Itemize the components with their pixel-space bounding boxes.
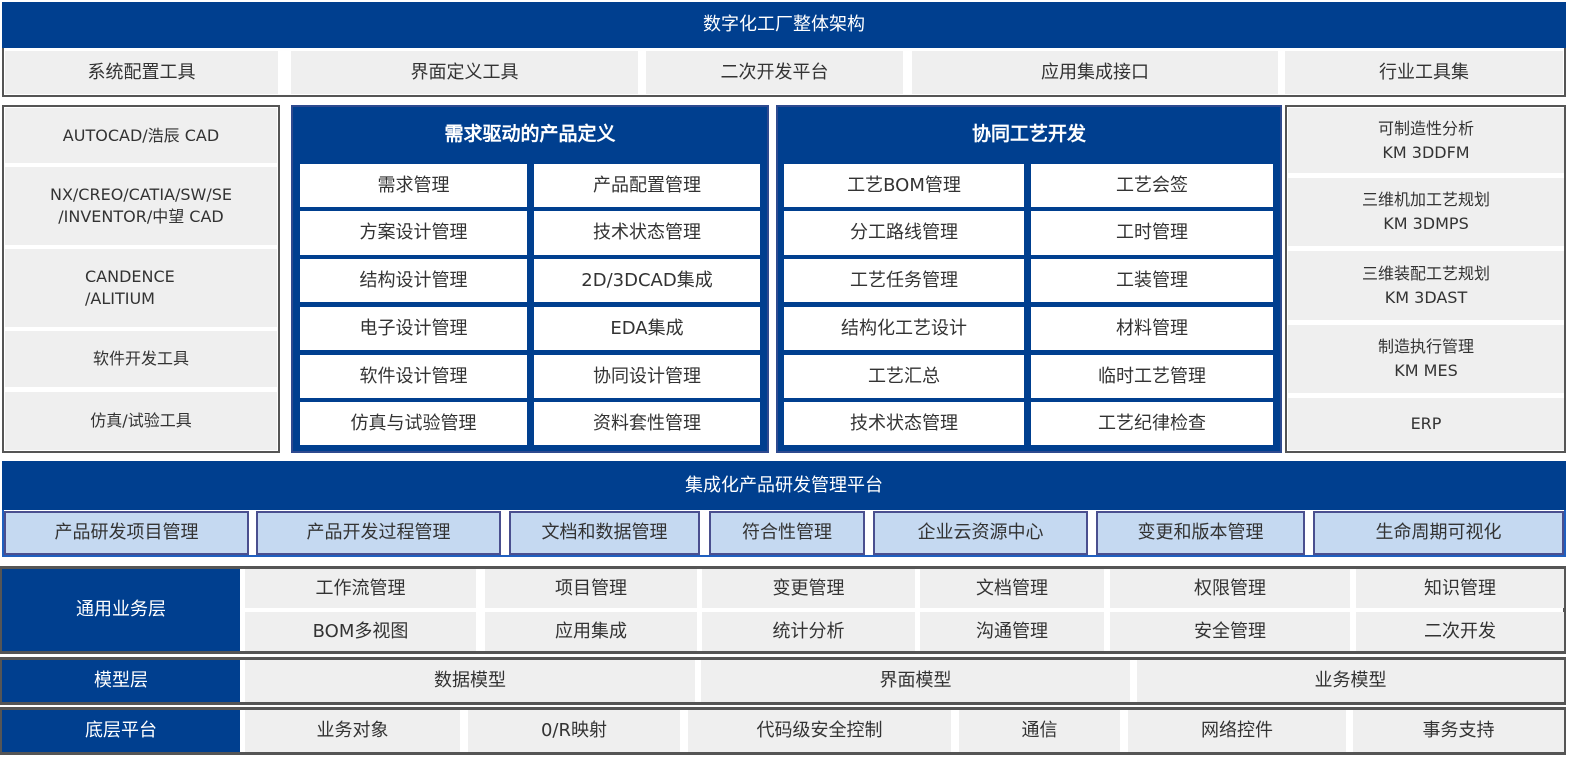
product_definition-item: 仿真与试验管理 xyxy=(300,402,527,445)
business_layer-label: 通用业务层 xyxy=(2,569,240,651)
product_definition-title: 需求驱动的产品定义 xyxy=(444,122,616,145)
tool-item: 界面定义工具 xyxy=(291,51,638,94)
process_development-item: 工艺任务管理 xyxy=(784,259,1024,302)
business_layer-item: 应用集成 xyxy=(485,612,697,651)
base_layer-item: 业务对象 xyxy=(245,710,460,752)
base_layer-item: 事务支持 xyxy=(1353,710,1564,752)
base_layer-item: 通信 xyxy=(959,710,1120,752)
model_layer-item: 业务模型 xyxy=(1137,660,1564,702)
product_definition-item: 协同设计管理 xyxy=(534,355,760,398)
process_development-item: 工艺BOM管理 xyxy=(784,164,1024,207)
business_layer-frame xyxy=(0,566,1566,654)
process_development-item: 结构化工艺设计 xyxy=(784,307,1024,350)
process_development-item: 工艺纪律检查 xyxy=(1031,402,1273,445)
product_definition-item: 方案设计管理 xyxy=(300,211,527,255)
process_development-item: 工艺汇总 xyxy=(784,355,1024,398)
product_definition-item: 软件设计管理 xyxy=(300,355,527,398)
product_definition-item: 结构设计管理 xyxy=(300,259,527,302)
business_layer-item: 变更管理 xyxy=(702,569,915,608)
product_definition-item: 技术状态管理 xyxy=(534,211,760,255)
tool-item: 系统配置工具 xyxy=(5,51,278,94)
base_layer-item: 网络控件 xyxy=(1128,710,1346,752)
base_layer-item: 0/R映射 xyxy=(468,710,680,752)
business_layer-item: 知识管理 xyxy=(1356,569,1564,608)
business_layer-item: 二次开发 xyxy=(1356,612,1564,651)
base_layer-item: 代码级安全控制 xyxy=(688,710,951,752)
left-tool-item: 软件开发工具 xyxy=(5,331,277,387)
platform-item: 产品开发过程管理 xyxy=(256,511,501,555)
process_development-title: 协同工艺开发 xyxy=(971,122,1086,145)
left-tool-item: CANDENCE /ALITIUM xyxy=(5,249,277,327)
platform-item: 文档和数据管理 xyxy=(509,511,700,555)
process_development-item: 材料管理 xyxy=(1031,307,1273,350)
platform-title: 集成化产品研发管理平台 xyxy=(2,461,1566,510)
left-tool-item: NX/CREO/CATIA/SW/SE /INVENTOR/中望 CAD xyxy=(5,167,277,245)
diagram-title: 数字化工厂整体架构 xyxy=(2,2,1566,48)
product_definition-item: 产品配置管理 xyxy=(534,164,760,207)
model_layer-label: 模型层 xyxy=(2,660,240,702)
base_layer-frame xyxy=(0,707,1566,755)
left-tool-item: AUTOCAD/浩辰 CAD xyxy=(5,108,277,163)
tool-item: 二次开发平台 xyxy=(646,51,903,94)
process_development-item: 技术状态管理 xyxy=(784,402,1024,445)
base_layer-label: 底层平台 xyxy=(2,710,240,752)
right-tool-item: 三维装配工艺规划 KM 3DAST xyxy=(1288,251,1564,320)
tool-item: 应用集成接口 xyxy=(912,51,1278,94)
platform-item: 产品研发项目管理 xyxy=(4,511,249,555)
process_development-item: 工艺会签 xyxy=(1031,164,1273,207)
right-tools-frame xyxy=(1285,105,1566,453)
business_layer-item: BOM多视图 xyxy=(245,612,476,651)
process_development-item: 工时管理 xyxy=(1031,211,1273,255)
tool-item: 行业工具集 xyxy=(1285,51,1563,94)
model_layer-item: 数据模型 xyxy=(245,660,695,702)
right-tool-item: 可制造性分析 KM 3DDFM xyxy=(1288,108,1564,173)
business_layer-item: 文档管理 xyxy=(920,569,1104,608)
business_layer-item: 安全管理 xyxy=(1110,612,1350,651)
left-tool-item: 仿真/试验工具 xyxy=(5,392,277,450)
business_layer-item: 统计分析 xyxy=(702,612,915,651)
platform-item: 生命周期可视化 xyxy=(1313,511,1564,555)
business_layer-item: 工作流管理 xyxy=(245,569,476,608)
product_definition-item: 需求管理 xyxy=(300,164,527,207)
model_layer-frame xyxy=(0,657,1566,705)
right-tool-item: ERP xyxy=(1288,398,1564,450)
business_layer-item: 项目管理 xyxy=(485,569,697,608)
platform-item: 企业云资源中心 xyxy=(873,511,1088,555)
business_layer-item: 权限管理 xyxy=(1110,569,1350,608)
product_definition-item: EDA集成 xyxy=(534,307,760,350)
right-tool-item: 三维机加工艺规划 KM 3DMPS xyxy=(1288,178,1564,246)
product_definition-item: 资料套性管理 xyxy=(534,402,760,445)
business_layer-item: 沟通管理 xyxy=(920,612,1104,651)
process_development-item: 工装管理 xyxy=(1031,259,1273,302)
product_definition-item: 2D/3DCAD集成 xyxy=(534,259,760,302)
platform-item: 变更和版本管理 xyxy=(1096,511,1305,555)
product_definition-item: 电子设计管理 xyxy=(300,307,527,350)
platform-item: 符合性管理 xyxy=(709,511,865,555)
left-tools-frame xyxy=(2,105,280,453)
model_layer-item: 界面模型 xyxy=(701,660,1130,702)
right-tool-item: 制造执行管理 KM MES xyxy=(1288,325,1564,393)
process_development-item: 临时工艺管理 xyxy=(1031,355,1273,398)
process_development-item: 分工路线管理 xyxy=(784,211,1024,255)
